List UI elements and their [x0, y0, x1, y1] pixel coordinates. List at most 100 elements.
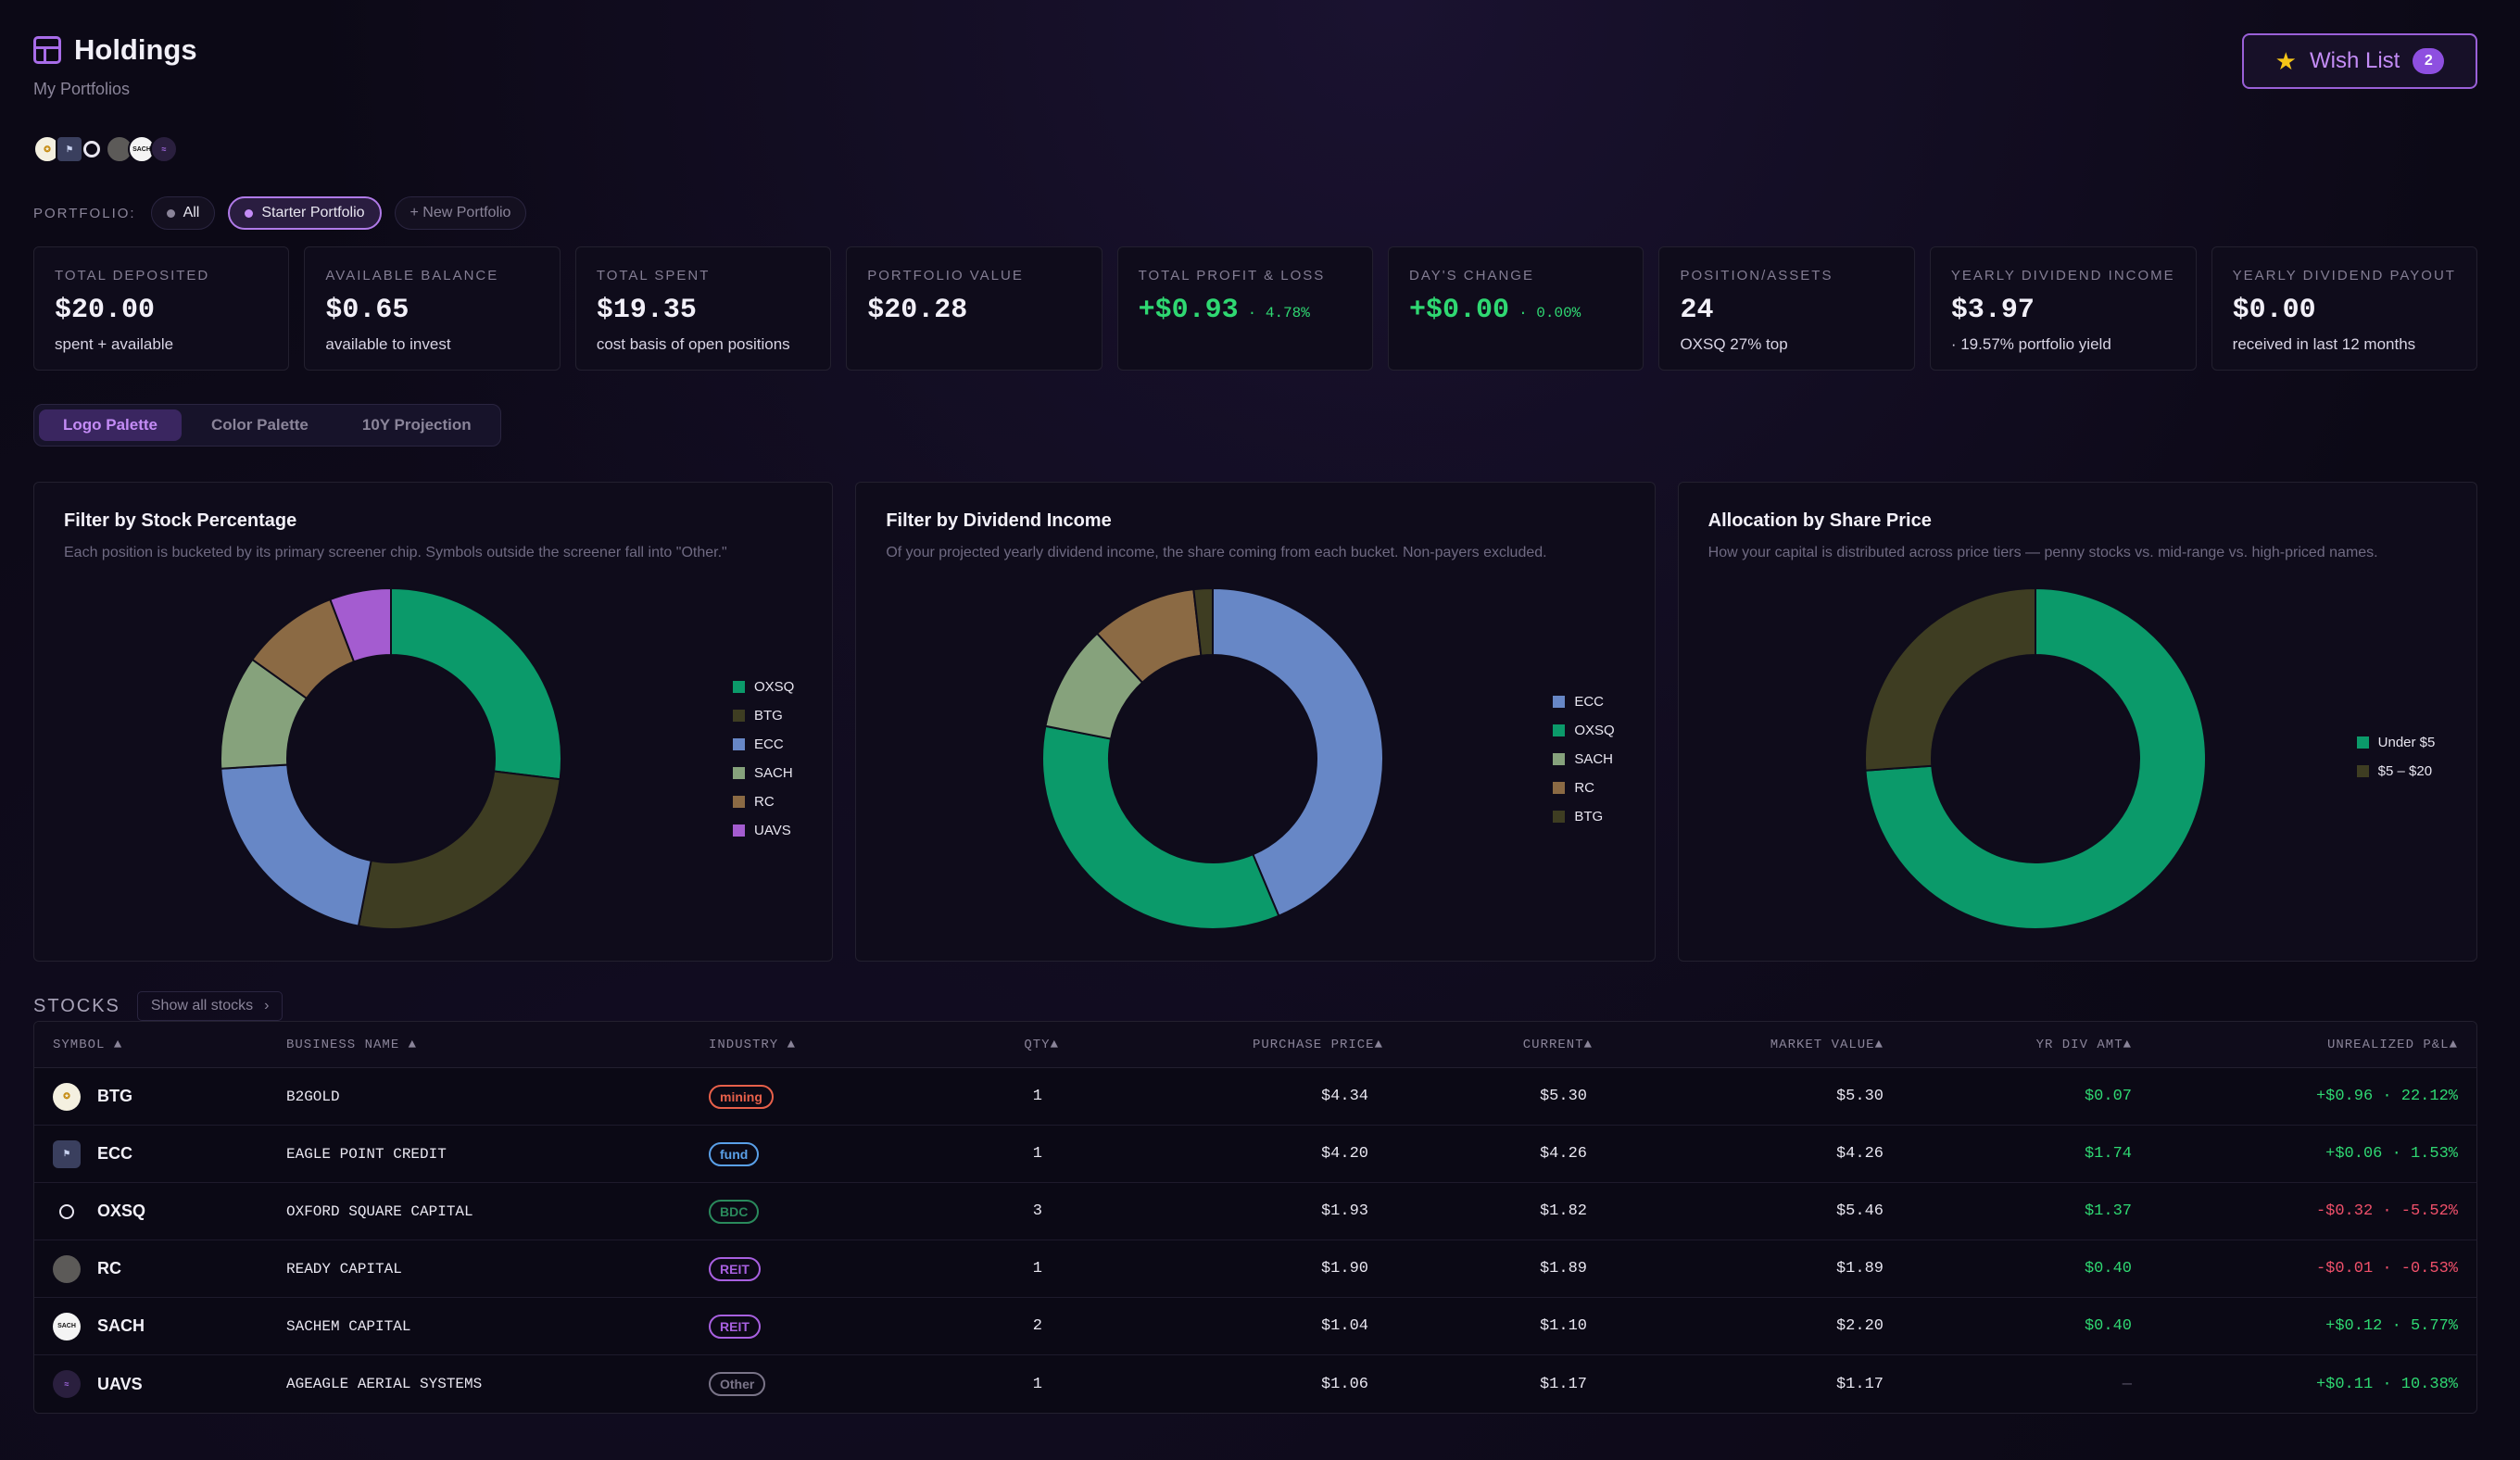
column-header-qty[interactable]: QTY▲ — [1024, 1037, 1059, 1052]
chart-description: How your capital is distributed across p… — [1707, 545, 2378, 560]
legend-item[interactable]: SACH — [1553, 751, 1614, 767]
business-name-cell: OXFORD SQUARE CAPITAL — [286, 1202, 473, 1220]
oxsq-logo-icon[interactable] — [83, 141, 100, 157]
tab-logo-palette[interactable]: Logo Palette — [39, 409, 183, 441]
table-row[interactable]: OXSQ OXFORD SQUARE CAPITAL BDC 3 $1.93 $1.82 $… — [34, 1183, 2476, 1240]
page-title: Holdings — [74, 33, 197, 66]
legend-item[interactable]: BTG — [1553, 809, 1614, 824]
portfolio-pill-all[interactable]: All — [150, 196, 216, 230]
donut-chart[interactable] — [215, 583, 567, 935]
stat-card-portfolio-value: Portfolio Value $20.28 — [846, 246, 1102, 371]
donut-chart[interactable] — [1037, 583, 1389, 935]
column-header-symbol[interactable]: SYMBOL ▲ — [53, 1037, 123, 1052]
pnl-percent: · 22.12% — [2382, 1088, 2458, 1105]
stat-percent: · 0.00% — [1518, 305, 1581, 321]
current-price-cell: $4.26 — [1539, 1145, 1587, 1163]
chart-legend: OXSQ BTG ECC SACH RC UAVS — [733, 679, 794, 838]
market-value-cell: $2.20 — [1835, 1317, 1884, 1335]
stat-subtext: cost basis of open positions — [596, 335, 790, 353]
legend-swatch — [2356, 736, 2369, 749]
stat-value: $20.00 — [55, 295, 156, 326]
donut-slice-ecc[interactable] — [1212, 586, 1385, 917]
uavs-logo-icon[interactable]: ≈ — [150, 135, 178, 163]
legend-item[interactable]: $5 – $20 — [2356, 763, 2436, 779]
ecc-logo-icon[interactable]: ⚑ — [56, 135, 83, 163]
yr-div-amt-cell: — — [2122, 1375, 2132, 1393]
wish-list-button[interactable]: ★ Wish List 2 — [2242, 33, 2477, 89]
industry-badge[interactable]: BDC — [709, 1199, 760, 1224]
column-header-unrealized-pnl[interactable]: UNREALIZED P&L▲ — [2326, 1037, 2458, 1052]
stat-card-total-pnl: Total Profit & Loss +$0.93 · 4.78% — [1116, 246, 1374, 371]
industry-cell: BDC — [709, 1199, 760, 1224]
table-row[interactable]: RC READY CAPITAL REIT 1 $1.90 $1.89 $1.89 $0.40… — [34, 1240, 2476, 1298]
stocks-section-label: STOCKS — [33, 995, 120, 1016]
legend-item[interactable]: BTG — [733, 708, 794, 724]
yr-div-amt-cell: $1.37 — [2084, 1202, 2132, 1220]
pnl-value: +$0.06 — [2325, 1145, 2383, 1163]
column-header-current[interactable]: CURRENT▲ — [1522, 1037, 1593, 1052]
new-portfolio-button[interactable]: + New Portfolio — [394, 196, 527, 230]
legend-item[interactable]: OXSQ — [733, 679, 794, 695]
industry-badge[interactable]: mining — [709, 1084, 774, 1109]
column-header-purchase-price[interactable]: PURCHASE PRICE▲ — [1252, 1037, 1383, 1052]
dot-icon — [245, 208, 254, 218]
column-header-industry[interactable]: INDUSTRY ▲ — [709, 1037, 797, 1052]
donut-slice-ecc[interactable] — [220, 763, 372, 927]
donut-chart[interactable] — [1859, 583, 2211, 935]
legend-label: ECC — [754, 736, 784, 752]
table-row[interactable]: ≈ UAVS AGEAGLE AERIAL SYSTEMS Other 1 $1.06 $1… — [34, 1355, 2476, 1413]
chart-description: Each position is bucketed by its primary… — [64, 545, 727, 560]
symbol-text: BTG — [97, 1087, 132, 1105]
donut-slice-btg[interactable] — [1192, 586, 1215, 657]
industry-badge[interactable]: REIT — [709, 1256, 761, 1281]
current-price-cell: $5.30 — [1539, 1088, 1587, 1105]
legend-item[interactable]: ECC — [1553, 694, 1614, 710]
tab-10y-projection[interactable]: 10Y Projection — [361, 416, 472, 434]
donut-slice-under-5[interactable] — [1864, 586, 2207, 930]
industry-badge[interactable]: Other — [709, 1372, 766, 1396]
legend-item[interactable]: RC — [1553, 780, 1614, 796]
pnl-value: -$0.32 — [2315, 1202, 2374, 1220]
table-row[interactable]: SACH SACH SACHEM CAPITAL REIT 2 $1.04 $1.10 $2.… — [34, 1298, 2476, 1355]
unrealized-pnl-cell: -$0.01 · -0.53% — [2316, 1260, 2458, 1278]
pnl-percent: · 1.53% — [2391, 1145, 2458, 1163]
oxsq-logo-icon — [59, 1203, 74, 1219]
symbol-cell: ✪ BTG — [53, 1082, 132, 1111]
stat-subtext: · 19.57% portfolio yield — [1950, 335, 2111, 353]
page-subtitle: My Portfolios — [33, 80, 131, 98]
legend-item[interactable]: RC — [733, 794, 794, 810]
donut-slice-oxsq[interactable] — [390, 586, 562, 781]
show-all-stocks-button[interactable]: Show all stocks › — [136, 991, 284, 1021]
legend-item[interactable]: SACH — [733, 765, 794, 781]
chart-legend: ECC OXSQ SACH RC BTG — [1553, 694, 1615, 824]
purchase-price-cell: $1.90 — [1320, 1260, 1368, 1278]
table-row[interactable]: ✪ BTG B2GOLD mining 1 $4.34 $5.30 $5.30 $0.07 +$0… — [34, 1068, 2476, 1126]
industry-badge[interactable]: fund — [709, 1141, 760, 1166]
new-portfolio-label: + New Portfolio — [410, 205, 511, 220]
rc-logo-icon[interactable] — [106, 135, 133, 163]
symbol-cell: ≈ UAVS — [53, 1370, 143, 1398]
legend-item[interactable]: UAVS — [733, 823, 794, 838]
chart-card-share-price: Allocation by Share Price How your capit… — [1677, 482, 2477, 962]
column-header-market-value[interactable]: MARKET VALUE▲ — [1770, 1037, 1884, 1052]
legend-item[interactable]: Under $5 — [2356, 735, 2435, 750]
unrealized-pnl-cell: +$0.11 · 10.38% — [2316, 1376, 2458, 1393]
legend-item[interactable]: OXSQ — [1553, 723, 1615, 738]
legend-swatch — [733, 681, 745, 693]
pnl-value: +$0.11 — [2315, 1375, 2374, 1393]
stat-subtext: OXSQ 27% top — [1680, 335, 1788, 353]
dot-icon — [166, 208, 175, 218]
donut-slice-uavs[interactable] — [329, 586, 392, 663]
donut-slice-btg[interactable] — [357, 770, 561, 930]
table-row[interactable]: ⚑ ECC EAGLE POINT CREDIT fund 1 $4.20 $4.26 $4.… — [34, 1126, 2476, 1183]
industry-badge[interactable]: REIT — [709, 1314, 761, 1339]
donut-slice--5-20[interactable] — [1863, 586, 2036, 772]
column-header-yr-div-amt[interactable]: YR DIV AMT▲ — [2035, 1037, 2132, 1052]
column-header-business-name[interactable]: BUSINESS NAME ▲ — [286, 1037, 418, 1052]
portfolio-pill-starter[interactable]: Starter Portfolio — [228, 196, 382, 230]
legend-item[interactable]: ECC — [733, 736, 794, 752]
tab-color-palette[interactable]: Color Palette — [211, 416, 309, 434]
stat-value: $0.00 — [2232, 295, 2316, 326]
donut-slice-oxsq[interactable] — [1041, 724, 1280, 930]
chevron-right-icon: › — [264, 998, 270, 1013]
